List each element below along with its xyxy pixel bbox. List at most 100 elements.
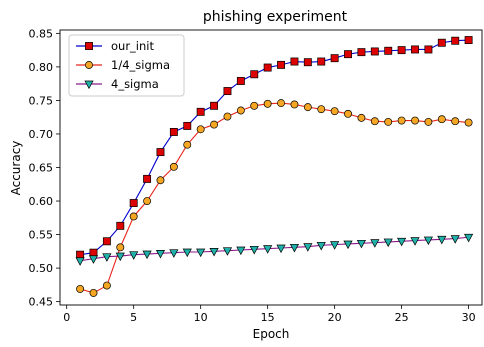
data-point-our-init bbox=[102, 237, 111, 246]
data-point-1-4-sigma bbox=[277, 99, 285, 108]
legend-label: 1/4_sigma bbox=[111, 58, 170, 72]
data-point-4-sigma bbox=[464, 233, 474, 243]
y-tick-label: 0.70 bbox=[29, 128, 54, 141]
data-point-4-sigma bbox=[249, 245, 259, 255]
series-layer bbox=[75, 36, 474, 297]
y-tick-label: 0.50 bbox=[29, 262, 54, 275]
data-point-4-sigma bbox=[410, 237, 420, 246]
legend-item-4-sigma: 4_sigma bbox=[76, 77, 159, 91]
data-point-1-4-sigma bbox=[384, 117, 393, 126]
data-point-1-4-sigma bbox=[102, 281, 111, 290]
data-point-our-init bbox=[223, 87, 232, 95]
x-axis: 0 5 10 15 20 25 30 bbox=[63, 305, 476, 324]
data-point-4-sigma bbox=[169, 249, 179, 258]
data-point-our-init bbox=[236, 77, 245, 85]
series-1-4-sigma bbox=[76, 99, 473, 297]
data-point-our-init bbox=[129, 199, 138, 207]
data-point-4-sigma bbox=[383, 238, 393, 248]
data-point-1-4-sigma bbox=[317, 105, 326, 114]
series-4-sigma bbox=[75, 233, 474, 266]
x-tick-label: 5 bbox=[130, 311, 137, 324]
x-tick-label: 20 bbox=[328, 311, 342, 324]
y-tick-label: 0.60 bbox=[29, 195, 54, 208]
data-point-our-init bbox=[451, 36, 460, 45]
data-point-1-4-sigma bbox=[76, 284, 85, 293]
data-point-4-sigma bbox=[102, 253, 112, 262]
y-axis-label: Accuracy bbox=[9, 141, 23, 196]
legend-label: 4_sigma bbox=[111, 77, 159, 91]
data-point-4-sigma bbox=[289, 243, 300, 253]
data-point-our-init bbox=[143, 174, 152, 183]
data-point-4-sigma bbox=[142, 250, 152, 260]
data-point-our-init bbox=[330, 54, 339, 63]
data-point-our-init bbox=[156, 148, 165, 157]
data-point-4-sigma bbox=[316, 241, 326, 251]
data-point-1-4-sigma bbox=[169, 162, 178, 171]
data-point-4-sigma bbox=[263, 245, 273, 254]
data-point-our-init bbox=[277, 60, 285, 69]
data-point-1-4-sigma bbox=[183, 140, 192, 149]
data-point-4-sigma bbox=[276, 244, 286, 254]
data-point-4-sigma bbox=[330, 241, 340, 250]
data-point-our-init bbox=[290, 57, 299, 66]
y-tick-label: 0.45 bbox=[29, 296, 54, 309]
x-tick-label: 0 bbox=[63, 311, 70, 324]
data-point-1-4-sigma bbox=[330, 107, 339, 116]
series-line-4-sigma bbox=[80, 236, 469, 262]
data-point-4-sigma bbox=[370, 239, 380, 248]
data-point-1-4-sigma bbox=[223, 112, 232, 121]
data-point-1-4-sigma bbox=[464, 118, 473, 127]
y-tick-label: 0.75 bbox=[29, 94, 54, 107]
y-axis: 0.45 0.50 0.55 0.60 0.65 0.70 0.75 0.80 0.85 bbox=[29, 27, 60, 309]
data-point-4-sigma bbox=[236, 246, 246, 256]
data-point-1-4-sigma bbox=[424, 117, 433, 126]
data-point-4-sigma bbox=[450, 235, 460, 244]
data-point-1-4-sigma bbox=[451, 117, 460, 126]
data-point-4-sigma bbox=[129, 251, 139, 260]
data-point-4-sigma bbox=[437, 235, 447, 245]
data-point-our-init bbox=[370, 47, 379, 56]
data-point-4-sigma bbox=[303, 243, 313, 252]
legend-marker bbox=[85, 42, 93, 50]
data-point-our-init bbox=[317, 57, 326, 66]
data-point-4-sigma bbox=[75, 257, 85, 266]
data-point-1-4-sigma bbox=[370, 117, 379, 126]
data-point-1-4-sigma bbox=[290, 100, 299, 109]
data-point-1-4-sigma bbox=[303, 103, 312, 112]
data-point-our-init bbox=[424, 45, 433, 54]
data-point-4-sigma bbox=[182, 248, 192, 258]
data-point-4-sigma bbox=[423, 236, 433, 246]
y-tick-label: 0.85 bbox=[29, 27, 54, 40]
legend-marker bbox=[84, 80, 94, 90]
data-point-1-4-sigma bbox=[129, 212, 138, 221]
x-tick-label: 25 bbox=[395, 311, 409, 324]
data-point-our-init bbox=[169, 128, 178, 136]
data-point-1-4-sigma bbox=[250, 101, 259, 110]
data-point-our-init bbox=[210, 101, 219, 110]
data-point-4-sigma bbox=[196, 248, 206, 258]
data-point-1-4-sigma bbox=[116, 243, 125, 252]
data-point-1-4-sigma bbox=[210, 120, 219, 129]
data-point-1-4-sigma bbox=[196, 125, 205, 134]
data-point-our-init bbox=[344, 50, 352, 59]
data-point-our-init bbox=[116, 221, 125, 230]
data-point-4-sigma bbox=[209, 247, 219, 257]
data-point-4-sigma bbox=[88, 255, 99, 264]
legend-frame bbox=[68, 34, 185, 97]
data-point-our-init bbox=[397, 46, 406, 55]
data-point-4-sigma bbox=[343, 240, 353, 250]
data-point-1-4-sigma bbox=[236, 106, 245, 115]
series-our-init bbox=[76, 36, 473, 259]
data-point-our-init bbox=[250, 70, 259, 79]
legend-marker bbox=[85, 61, 93, 69]
y-tick-label: 0.65 bbox=[29, 162, 54, 175]
chart-title: phishing experiment bbox=[203, 9, 348, 25]
data-point-our-init bbox=[196, 107, 205, 116]
data-point-1-4-sigma bbox=[143, 197, 152, 205]
data-point-4-sigma bbox=[115, 252, 125, 262]
data-point-our-init bbox=[76, 250, 85, 259]
data-point-1-4-sigma bbox=[156, 176, 165, 185]
x-tick-label: 30 bbox=[462, 311, 476, 324]
